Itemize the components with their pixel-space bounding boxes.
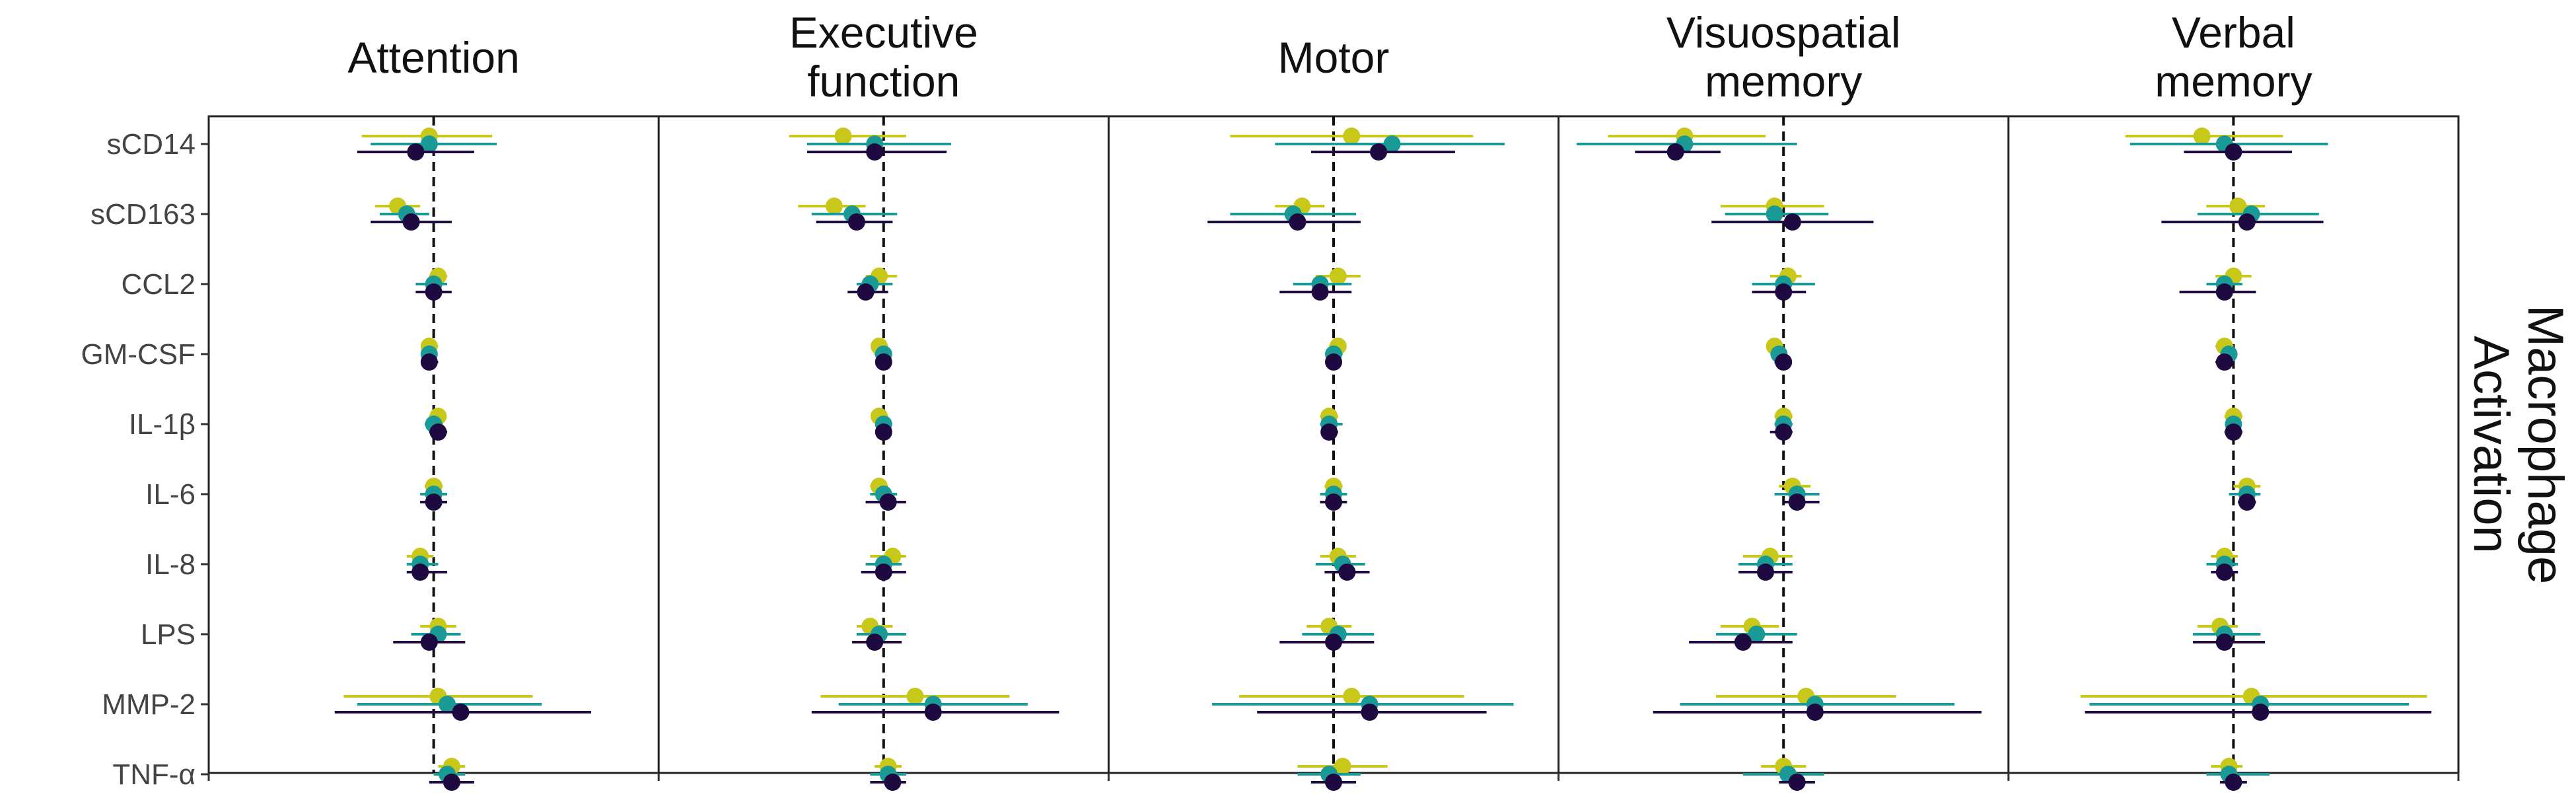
point-estimate (1775, 283, 1793, 301)
row-label: LPS (141, 618, 196, 651)
row-label: IL-6 (145, 478, 196, 511)
row-label: IL-1β (129, 408, 196, 441)
point-estimate (1383, 135, 1401, 153)
point-estimate (1338, 564, 1356, 581)
point-estimate (2238, 493, 2256, 511)
point-estimate (407, 143, 425, 161)
point-estimate (1734, 634, 1752, 651)
point-estimate (2215, 634, 2233, 651)
point-estimate (1748, 626, 1766, 643)
point-estimate (1775, 353, 1793, 371)
row-label: sCD14 (107, 128, 196, 161)
point-estimate (875, 564, 892, 581)
point-estimate (1334, 758, 1351, 775)
row-label: CCL2 (122, 268, 196, 301)
point-estimate (420, 634, 438, 651)
row-strip-label: MacrophageActivation (2463, 305, 2573, 585)
point-estimate (2193, 128, 2211, 145)
point-estimate (1370, 143, 1388, 161)
point-estimate (2225, 423, 2242, 441)
point-estimate (1325, 634, 1342, 651)
point-estimate (866, 634, 884, 651)
row-label: TNF-α (112, 758, 196, 791)
point-estimate (2225, 143, 2242, 161)
point-estimate (875, 353, 892, 371)
point-estimate (1325, 353, 1342, 371)
point-estimate (1775, 423, 1793, 441)
point-estimate (1343, 128, 1361, 145)
point-estimate (1361, 704, 1378, 721)
row-label: MMP-2 (102, 688, 196, 721)
point-estimate (1788, 774, 1806, 791)
point-estimate (1343, 688, 1361, 705)
point-estimate (1311, 283, 1329, 301)
point-estimate (2238, 213, 2256, 231)
point-estimate (420, 353, 438, 371)
point-estimate (1756, 564, 1774, 581)
row-label: sCD163 (90, 198, 196, 231)
point-estimate (2215, 353, 2233, 371)
point-estimate (439, 696, 456, 713)
point-estimate (884, 774, 902, 791)
point-estimate (411, 564, 429, 581)
point-estimate (2215, 283, 2233, 301)
facet-title: Motor (1278, 33, 1390, 82)
point-estimate (429, 423, 447, 441)
point-estimate (825, 198, 843, 215)
point-estimate (834, 128, 852, 145)
point-estimate (1783, 213, 1801, 231)
facet-title: Visuospatial memory (1666, 8, 1901, 106)
point-estimate (857, 283, 875, 301)
point-estimate (1806, 704, 1824, 721)
point-estimate (425, 283, 443, 301)
row-label: IL-8 (145, 548, 196, 581)
point-estimate (1289, 213, 1306, 231)
point-estimate (875, 423, 892, 441)
point-estimate (906, 688, 924, 705)
point-estimate (402, 213, 420, 231)
point-estimate (443, 774, 460, 791)
point-estimate (866, 143, 884, 161)
point-estimate (924, 704, 942, 721)
facet-title: Executive function (789, 8, 978, 106)
point-estimate (1320, 423, 1338, 441)
point-estimate (452, 704, 470, 721)
point-estimate (847, 213, 865, 231)
point-estimate (425, 493, 443, 511)
point-estimate (1325, 774, 1342, 791)
point-estimate (2215, 564, 2233, 581)
point-estimate (1766, 205, 1783, 223)
facet-title: Verbal memory (2155, 8, 2312, 106)
point-estimate (2225, 774, 2242, 791)
facet-title: Attention (347, 33, 520, 82)
point-estimate (1666, 143, 1684, 161)
point-estimate (1329, 268, 1347, 285)
point-estimate (879, 493, 897, 511)
point-estimate (2252, 704, 2270, 721)
row-label: GM-CSF (81, 338, 196, 371)
point-estimate (420, 135, 438, 153)
point-estimate (2229, 198, 2247, 215)
point-estimate (1325, 493, 1342, 511)
point-estimate (1788, 493, 1806, 511)
